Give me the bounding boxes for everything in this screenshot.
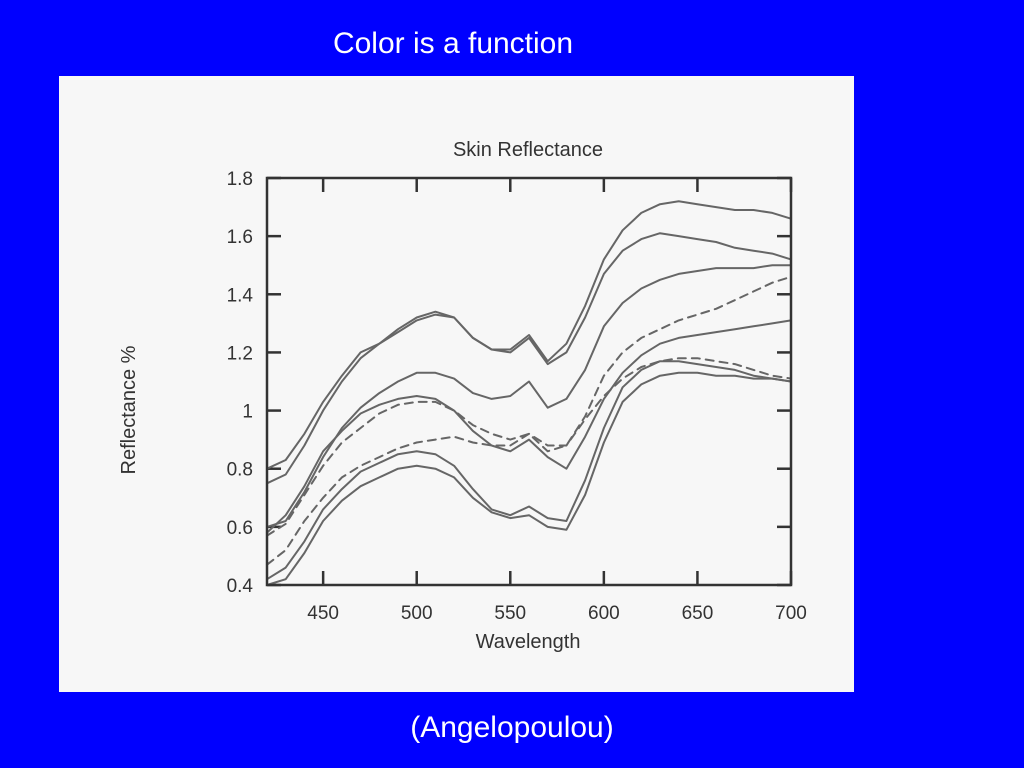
chart-title: Skin Reflectance bbox=[453, 139, 603, 161]
x-tick-label: 450 bbox=[307, 603, 339, 624]
series-line-7 bbox=[266, 360, 792, 581]
series-line-3 bbox=[266, 264, 792, 528]
x-axis-label: Wavelength bbox=[476, 631, 581, 653]
axis-ticks: 450 500 550 600 650 700 0.4 0.6 0.8 1 1.2 1.4 1.6 1.8 bbox=[227, 169, 807, 624]
y-tick-label: 1.8 bbox=[227, 169, 253, 190]
x-tick-label: 550 bbox=[494, 603, 526, 624]
slide-title: Color is a function bbox=[332, 27, 574, 60]
y-tick-label: 0.4 bbox=[227, 576, 254, 597]
figure-panel: Skin Reflectance Wavelength Reflectance … bbox=[59, 76, 854, 692]
x-tick-label: 650 bbox=[682, 603, 714, 624]
y-tick-label: 0.6 bbox=[227, 518, 253, 539]
y-tick-label: 0.8 bbox=[227, 460, 253, 481]
series-line-1 bbox=[266, 200, 792, 470]
x-tick-label: 500 bbox=[401, 603, 433, 624]
series-lines bbox=[266, 200, 792, 586]
y-tick-label: 1.4 bbox=[227, 285, 254, 306]
series-line-8 bbox=[266, 371, 792, 586]
y-tick-label: 1.2 bbox=[227, 343, 253, 364]
y-tick-label: 1 bbox=[242, 402, 253, 423]
series-line-2 bbox=[266, 232, 792, 485]
y-axis-label: Reflectance % bbox=[118, 345, 140, 474]
series-line-6 bbox=[266, 357, 792, 566]
series-line-5 bbox=[266, 319, 792, 534]
x-tick-label: 700 bbox=[775, 603, 807, 624]
skin-reflectance-chart: Skin Reflectance Wavelength Reflectance … bbox=[118, 139, 807, 653]
y-tick-label: 1.6 bbox=[227, 227, 253, 248]
plot-frame bbox=[265, 176, 793, 587]
slide-caption: (Angelopoulou) bbox=[410, 711, 614, 744]
x-tick-label: 600 bbox=[588, 603, 620, 624]
